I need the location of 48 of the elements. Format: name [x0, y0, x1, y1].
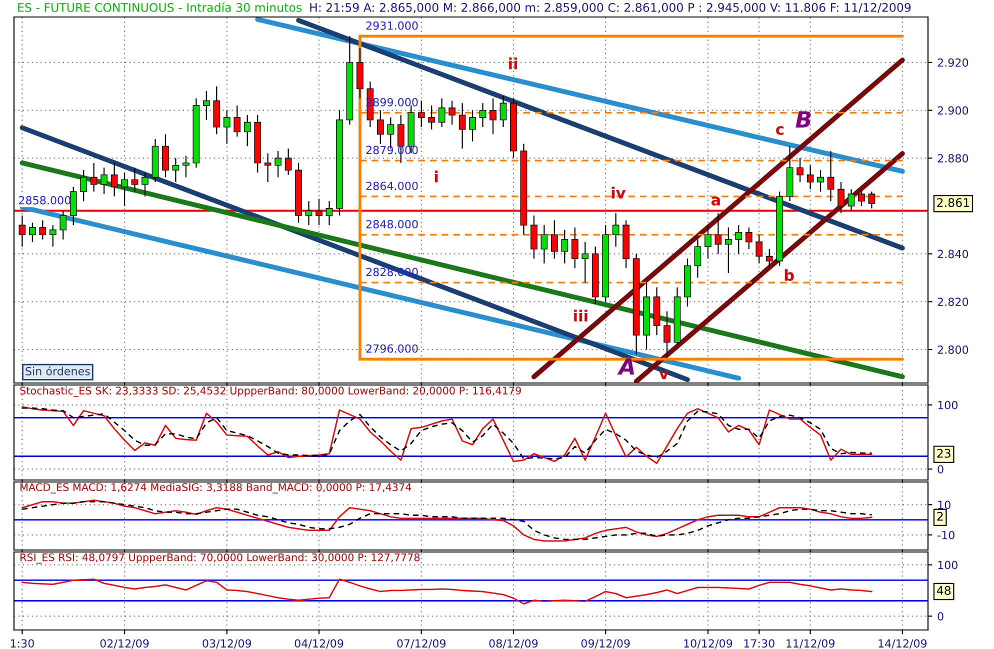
y-tick-label: 2.920: [938, 58, 968, 67]
annotation: v: [659, 370, 669, 380]
y-tick-label: 2.880: [938, 154, 968, 163]
x-tick-label: 04/12/09: [294, 639, 344, 648]
y-tick-label: 2.900: [938, 106, 968, 115]
ref-line-label: 2858.000: [18, 196, 70, 204]
x-tick-label: 1:30: [10, 639, 34, 648]
annotation: b: [784, 269, 794, 281]
y-tick-label: 100: [938, 560, 958, 570]
x-tick-label: 11/12/09: [786, 639, 834, 648]
text: 2.861: [937, 198, 970, 208]
y-tick-label: 2.800: [938, 345, 968, 354]
annotation: B: [796, 111, 811, 128]
y-tick-label: 2.840: [938, 250, 968, 258]
series-label: 2848.000: [366, 220, 418, 228]
series-label: 2931.000: [366, 21, 418, 30]
annotation: A: [617, 358, 634, 374]
annotation: ii: [509, 58, 517, 70]
x-tick-label: 08/12/09: [489, 639, 538, 648]
x-tick-label: 02/12/09: [100, 639, 149, 648]
text: 48: [936, 586, 951, 595]
annotation: c: [776, 126, 784, 135]
chart-title: RSI_ES RSI: 48,0797 UppperBand: 70,0000 LowerBand: 30,0000 P: 127,7778: [20, 553, 420, 564]
y-tick-label: 10: [938, 500, 950, 510]
annotation: iii: [574, 310, 588, 322]
series-label: 2796.000: [366, 344, 418, 353]
annotation: iv: [612, 186, 626, 198]
text: 2: [937, 512, 943, 521]
chart-title: MACD_ES MACD: 1,6274 MediaSIG: 3,3188 Band_MACD: 0,0000 P: 17,4374: [20, 483, 412, 494]
x-tick-label: 07/12/09: [397, 639, 446, 648]
x-tick-label: 10/12/09: [684, 639, 732, 648]
y-tick-label: -10: [938, 530, 954, 540]
y-tick-label: 0: [938, 465, 944, 474]
chart-title: Stochastic_ES SK: 23,3333 SD: 25,4532 UppperBand: 80,0000 LowerBand: 20,0000 P: 116,4179: [20, 386, 521, 397]
y-tick-label: 100: [938, 400, 958, 410]
chart-title: ES - FUTURE CONTINUOUS - Intradía 30 minutos: [18, 2, 302, 12]
series-label: 2864.000: [366, 182, 418, 190]
x-tick-label: 09/12/09: [581, 639, 630, 648]
x-tick-label: 03/12/09: [202, 639, 252, 648]
annotation: a: [711, 196, 720, 206]
annotation: Sin órdenes: [26, 366, 90, 376]
x-tick-label: 17:30: [744, 639, 774, 648]
x-tick-label: 14/12/09: [878, 639, 927, 648]
annotation: i: [434, 170, 438, 182]
y-tick-label: 0: [938, 612, 944, 621]
y-tick-label: 2.820: [938, 298, 968, 306]
chart-subtitle: H: 21:59 A: 2.865,000 M: 2.866,000 m: 2.859,000 C: 2.861,000 P : 2.945,000 V: 11.806 F: 11/12/2009: [310, 2, 911, 14]
text: 23: [937, 448, 950, 458]
